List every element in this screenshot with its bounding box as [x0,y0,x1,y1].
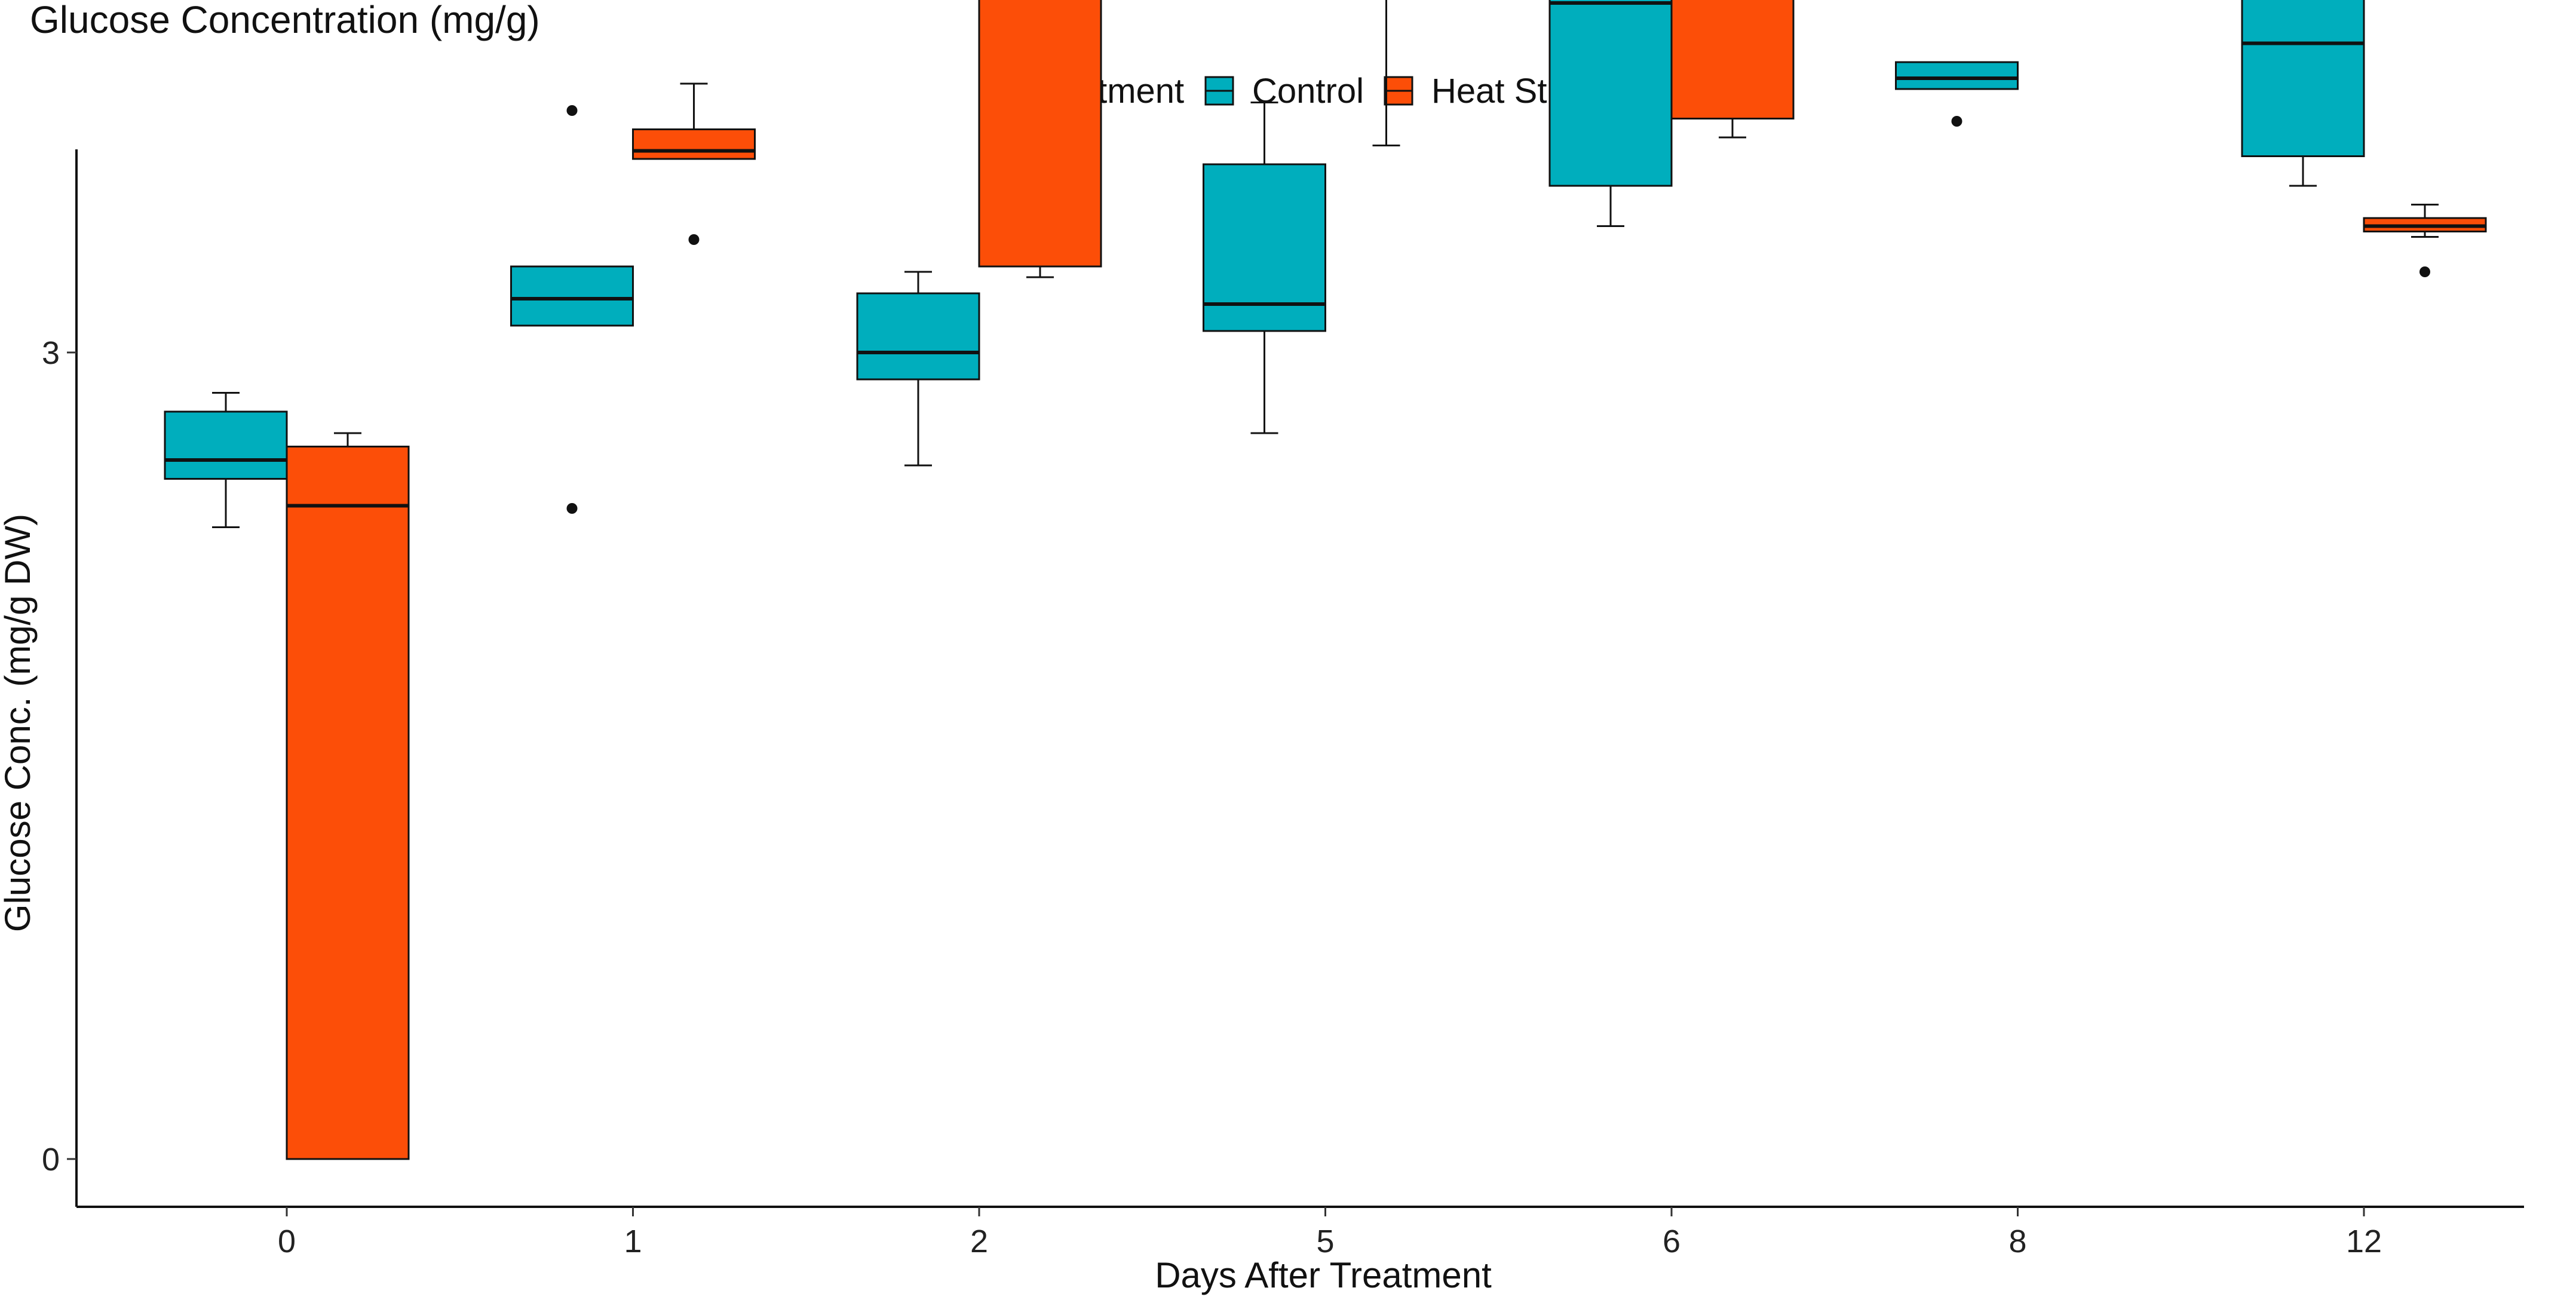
box-control-day-12 [2241,0,2365,157]
box-control-day-8 [1895,61,2019,90]
legend: Treatment Control Heat Stress [1028,72,1612,111]
box-heat-stress-day-2 [978,0,1102,268]
box-heat-stress-day-1 [632,128,756,160]
outlier-control-day-1-0 [566,105,578,116]
x-tick-label-5: 5 [1316,1224,1334,1259]
x-tick-label-6: 6 [1663,1224,1680,1259]
box-control-day-6 [1548,0,1673,187]
x-tick-label-2: 2 [970,1224,988,1259]
outlier-heat-stress-day-12-0 [2419,266,2430,277]
box-control-day-2 [856,292,980,381]
box-heat-stress-day-0 [286,446,410,1160]
outlier-heat-stress-day-1-0 [688,234,700,245]
box-control-day-5 [1203,163,1326,332]
legend-label-control: Control [1252,72,1364,111]
x-tick-label-0: 0 [278,1224,296,1259]
outlier-control-day-1-1 [566,503,578,514]
y-tick-label-0: 0 [42,1142,60,1178]
plot-area: 036901256812***** [42,0,2524,1259]
box-control-day-0 [164,410,288,480]
x-tick-label-8: 8 [2008,1224,2026,1259]
outlier-control-day-8-0 [1951,116,1962,127]
x-tick-label-1: 1 [624,1224,642,1259]
y-axis-title: Glucose Conc. (mg/g DW) [0,514,38,932]
box-heat-stress-day-6 [1670,0,1795,119]
x-axis-title: Days After Treatment [1155,1255,1492,1295]
x-tick-label-12: 12 [2346,1224,2382,1259]
y-tick-label-3: 3 [42,335,60,371]
box-control-day-1 [510,265,634,327]
chart-title: Glucose Concentration (mg/g) [30,0,540,41]
